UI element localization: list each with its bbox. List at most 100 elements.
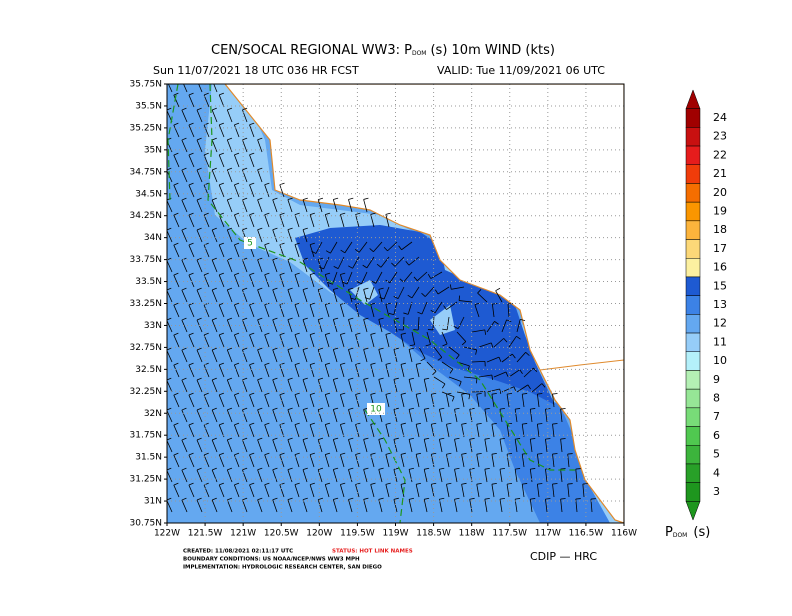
- footer-credit: CDIP — HRC: [530, 550, 597, 563]
- colorbar-box: [686, 408, 700, 427]
- y-tick-label: 32.75N: [130, 343, 163, 353]
- barb-feather: [553, 424, 558, 425]
- colorbar-label: 7: [713, 410, 720, 423]
- title: CEN/SOCAL REGIONAL WW3: PDOM(s) 10m WIND…: [211, 43, 555, 58]
- valid-time: VALID: Tue 11/09/2021 06 UTC: [437, 64, 605, 77]
- x-tick-label: 118W: [459, 529, 485, 539]
- y-tick-label: 33.75N: [130, 255, 163, 265]
- colorbar-label: 9: [713, 373, 720, 386]
- barb-feather: [568, 484, 573, 485]
- y-tick-label: 33.25N: [130, 299, 163, 309]
- y-tick-label: 33N: [144, 321, 162, 331]
- colorbar-box: [686, 427, 700, 446]
- x-tick-label: 116.5W: [569, 529, 604, 539]
- x-tick-label: 121W: [230, 529, 256, 539]
- colorbar-cap: [686, 501, 700, 520]
- colorbar-label: 5: [713, 448, 720, 461]
- colorbar-box: [686, 296, 700, 315]
- colorbar-label: 23: [713, 130, 727, 143]
- colorbar-label: 13: [713, 298, 727, 311]
- colorbar-title-unit: (s): [693, 525, 710, 540]
- colorbar-box: [686, 314, 700, 333]
- barb-feather: [553, 484, 558, 485]
- colorbar-box: [686, 183, 700, 202]
- colorbar-label: 12: [713, 317, 727, 330]
- x-tick-label: 118.5W: [416, 529, 451, 539]
- title-rest: (s) 10m WIND (kts): [430, 43, 554, 58]
- y-tick-label: 32.25N: [130, 387, 163, 397]
- y-tick-label: 31N: [144, 497, 162, 507]
- y-tick-label: 34.25N: [130, 211, 163, 221]
- y-tick-label: 31.5N: [135, 453, 162, 463]
- colorbar-label: 18: [713, 223, 727, 236]
- colorbar-box: [686, 221, 700, 240]
- x-tick-label: 119W: [382, 529, 408, 539]
- colorbar-label: 15: [713, 279, 727, 292]
- y-tick-label: 35.75N: [130, 80, 163, 90]
- barb-feather: [182, 78, 187, 80]
- colorbar-box: [686, 483, 700, 502]
- colorbar-label: 3: [713, 485, 720, 498]
- x-tick-label: 119.5W: [340, 529, 375, 539]
- barb-feather: [561, 439, 566, 440]
- barb-feather: [197, 78, 202, 80]
- x-tick-label: 120.5W: [264, 529, 299, 539]
- colorbar-label: 20: [713, 186, 727, 199]
- y-tick-label: 32.5N: [135, 365, 162, 375]
- y-tick-label: 33.5N: [135, 277, 162, 287]
- x-tick-label: 117.5W: [492, 529, 527, 539]
- y-tick-label: 35.5N: [135, 101, 162, 111]
- colorbar-box: [686, 445, 700, 464]
- colorbar-box: [686, 370, 700, 389]
- footer-created: CREATED: 11/08/2021 02:11:17 UTC: [183, 549, 293, 555]
- colorbar-label: 16: [713, 261, 727, 274]
- colorbar-box: [686, 165, 700, 184]
- y-tick-label: 34.75N: [130, 167, 163, 177]
- y-tick-label: 34.5N: [135, 189, 162, 199]
- y-tick-label: 35.25N: [130, 123, 163, 133]
- contour-label: 10: [370, 405, 382, 415]
- x-tick-label: 120W: [306, 529, 332, 539]
- colorbar-label: 4: [713, 466, 720, 479]
- barb-feather: [561, 469, 566, 470]
- x-tick-label: 117W: [535, 529, 561, 539]
- y-tick-label: 30.75N: [130, 519, 163, 529]
- y-tick-label: 31.75N: [130, 431, 163, 441]
- y-tick-label: 31.25N: [130, 475, 163, 485]
- x-tick-label: 122W: [154, 529, 180, 539]
- colorbar-box: [686, 258, 700, 277]
- colorbar-box: [686, 146, 700, 165]
- footer-status: STATUS: HOT LINK NAMES: [332, 549, 413, 555]
- barb-feather: [568, 454, 573, 455]
- colorbar-box: [686, 333, 700, 352]
- x-tick-label: 116W: [611, 529, 637, 539]
- barb-feather: [476, 378, 477, 383]
- barb-feather: [553, 394, 558, 395]
- colorbar-label: 6: [713, 429, 720, 442]
- footer-boundary: BOUNDARY CONDITIONS: US NOAA/NCEP/NWS WW…: [183, 557, 360, 563]
- colorbar-label: 8: [713, 392, 720, 405]
- x-tick-label: 121.5W: [188, 529, 223, 539]
- colorbar-title-main: P: [665, 525, 673, 540]
- colorbar-title: PDOM(s): [665, 525, 710, 540]
- title-subscript: DOM: [412, 50, 427, 57]
- barb-feather: [553, 454, 558, 455]
- y-tick-label: 35N: [144, 145, 162, 155]
- colorbar-box: [686, 109, 700, 128]
- colorbar-cap: [686, 90, 700, 109]
- barb-feather: [561, 499, 566, 500]
- colorbar-label: 10: [713, 354, 727, 367]
- colorbar-box: [686, 127, 700, 146]
- footer-implementation: IMPLEMENTATION: HYDROLOGIC RESEARCH CENT…: [183, 565, 382, 571]
- colorbar-label: 24: [713, 111, 727, 124]
- colorbar-label: 11: [713, 335, 727, 348]
- run-time: Sun 11/07/2021 18 UTC 036 HR FCST: [153, 64, 359, 77]
- colorbar-box: [686, 389, 700, 408]
- colorbar-box: [686, 202, 700, 221]
- colorbar-box: [686, 240, 700, 259]
- barb-feather: [561, 409, 566, 410]
- y-tick-label: 34N: [144, 233, 162, 243]
- barb-feather: [459, 296, 460, 301]
